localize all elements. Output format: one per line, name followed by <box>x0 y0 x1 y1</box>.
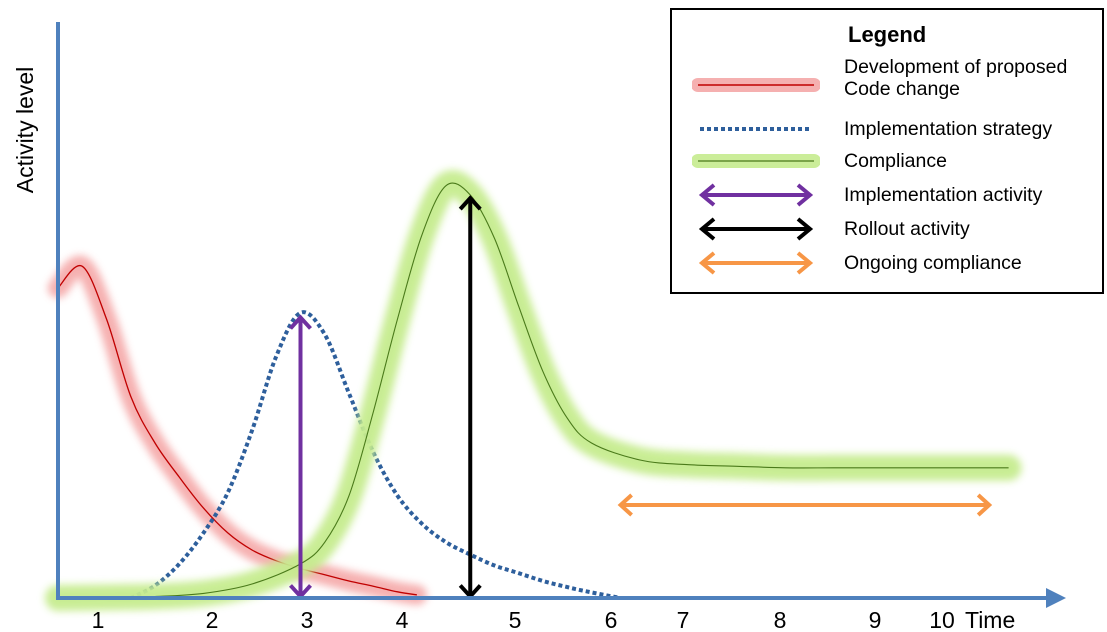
x-tick-label: 4 <box>396 607 409 632</box>
purple-double-arrow-icon <box>698 183 814 207</box>
legend-label-compliance: Compliance <box>844 150 947 172</box>
ongoing-compliance-arrow <box>617 493 993 517</box>
axis-layer: Activity level <box>12 22 1066 608</box>
red-glow-line-icon <box>692 78 820 92</box>
arrow-head-top <box>458 195 482 211</box>
black-double-arrow-icon <box>698 217 814 241</box>
x-axis-arrowhead <box>1046 588 1066 608</box>
x-tick-label: 6 <box>605 607 618 632</box>
x-tick-label: 3 <box>301 607 314 632</box>
x-tick-label: 9 <box>869 607 882 632</box>
x-tick-label: 5 <box>509 607 522 632</box>
legend-label-rollout-activity: Rollout activity <box>844 218 970 240</box>
green-glow-line-icon <box>692 154 820 168</box>
tick-layer: 1 2 3 4 5 6 7 8 9 10 Time <box>92 607 1016 632</box>
arrow-head-right <box>976 493 993 517</box>
compliance-line <box>57 182 1009 599</box>
y-axis-title: Activity level <box>12 67 38 194</box>
legend-label-implementation-activity: Implementation activity <box>844 184 1043 206</box>
legend-title: Legend <box>848 22 927 47</box>
x-tick-label: 10 <box>929 607 955 632</box>
compliance-series <box>45 170 1022 611</box>
rollout-activity-arrow <box>458 195 482 600</box>
legend-label-development: Development of proposed Code change <box>844 56 1068 100</box>
development-series <box>48 255 427 605</box>
implementation-strategy-line <box>129 310 621 600</box>
arrow-head-left <box>617 493 633 517</box>
implementation-strategy-series <box>129 310 621 600</box>
x-tick-label: 8 <box>774 607 787 632</box>
blue-dotted-line-icon <box>700 127 812 131</box>
legend-label-implementation-strategy: Implementation strategy <box>844 118 1053 140</box>
legend: Legend Development of proposed Code chan… <box>670 8 1104 294</box>
legend-label-ongoing-compliance: Ongoing compliance <box>844 252 1022 274</box>
series-layer <box>45 170 1022 611</box>
x-tick-label: 1 <box>92 607 105 632</box>
x-axis-title: Time <box>965 607 1015 632</box>
x-tick-label: 2 <box>206 607 219 632</box>
x-tick-label: 7 <box>677 607 690 632</box>
orange-double-arrow-icon <box>698 251 814 275</box>
development-line <box>57 264 418 596</box>
arrow-head-top <box>289 314 312 330</box>
